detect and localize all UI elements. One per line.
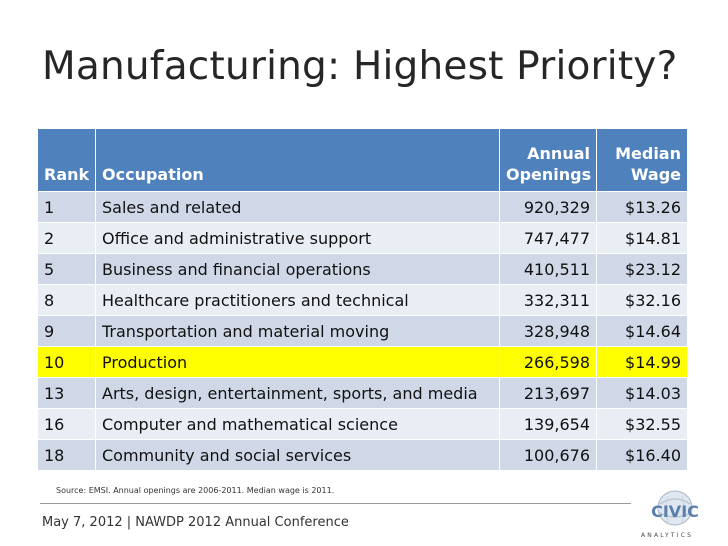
rank-cell: 5 [37, 253, 96, 285]
table-row: 8 Healthcare practitioners and technical… [37, 284, 688, 316]
openings-cell: 213,697 [499, 377, 597, 409]
logo-tagline: ANALYTICS [641, 532, 694, 539]
header-occupation: Occupation [95, 128, 500, 192]
rank-cell: 1 [37, 191, 96, 223]
table-header-row: Rank Occupation Annual Openings Median Wag… [37, 128, 688, 192]
occupation-cell: Business and financial operations [95, 253, 500, 285]
table-row: 2 Office and administrative support 747,… [37, 222, 688, 254]
table-row: 5 Business and financial operations 410,… [37, 253, 688, 285]
rank-cell: 13 [37, 377, 96, 409]
wage-cell: $32.55 [596, 408, 688, 440]
wage-cell: $14.64 [596, 315, 688, 347]
rank-cell: 16 [37, 408, 96, 440]
civic-logo-icon: CIVIC [651, 490, 699, 526]
wage-cell: $14.99 [596, 346, 688, 378]
openings-cell: 920,329 [499, 191, 597, 223]
header-rank: Rank [37, 128, 96, 192]
openings-cell: 139,654 [499, 408, 597, 440]
rank-cell: 18 [37, 439, 96, 471]
openings-cell: 328,948 [499, 315, 597, 347]
footer-text: May 7, 2012 | NAWDP 2012 Annual Conferen… [42, 515, 349, 530]
header-wage-line1: Median [615, 144, 681, 163]
wage-cell: $23.12 [596, 253, 688, 285]
header-wage-line2: Wage [630, 165, 681, 184]
occupation-cell: Healthcare practitioners and technical [95, 284, 500, 316]
rank-cell: 9 [37, 315, 96, 347]
rank-cell: 2 [37, 222, 96, 254]
source-note: Source: EMSI. Annual openings are 2006-2… [56, 486, 335, 495]
wage-cell: $13.26 [596, 191, 688, 223]
logo-letters: CIVIC [651, 502, 699, 521]
table-row: 18 Community and social services 100,676… [37, 439, 688, 471]
table-row: 16 Computer and mathematical science 139… [37, 408, 688, 440]
occupation-cell: Arts, design, entertainment, sports, and… [95, 377, 500, 409]
header-median-wage: Median Wage [596, 128, 688, 192]
openings-cell: 747,477 [499, 222, 597, 254]
occupation-cell: Office and administrative support [95, 222, 500, 254]
openings-cell: 266,598 [499, 346, 597, 378]
occupation-cell: Computer and mathematical science [95, 408, 500, 440]
occupation-table: Rank Occupation Annual Openings Median Wag… [37, 128, 688, 471]
occupation-cell: Sales and related [95, 191, 500, 223]
openings-cell: 410,511 [499, 253, 597, 285]
wage-cell: $16.40 [596, 439, 688, 471]
wage-cell: $32.16 [596, 284, 688, 316]
footer-divider [40, 503, 631, 504]
header-openings-line1: Annual [527, 144, 590, 163]
table-row: 13 Arts, design, entertainment, sports, … [37, 377, 688, 409]
table-row: 1 Sales and related 920,329 $13.26 [37, 191, 688, 223]
rank-cell: 10 [37, 346, 96, 378]
header-openings-line2: Openings [506, 165, 592, 184]
table-row-highlighted: 10 Production 266,598 $14.99 [37, 346, 688, 378]
openings-cell: 332,311 [499, 284, 597, 316]
rank-cell: 8 [37, 284, 96, 316]
occupation-cell: Transportation and material moving [95, 315, 500, 347]
occupation-cell: Community and social services [95, 439, 500, 471]
wage-cell: $14.03 [596, 377, 688, 409]
slide-title: Manufacturing: Highest Priority? [42, 44, 678, 89]
openings-cell: 100,676 [499, 439, 597, 471]
wage-cell: $14.81 [596, 222, 688, 254]
occupation-cell: Production [95, 346, 500, 378]
header-annual-openings: Annual Openings [499, 128, 597, 192]
table-row: 9 Transportation and material moving 328… [37, 315, 688, 347]
